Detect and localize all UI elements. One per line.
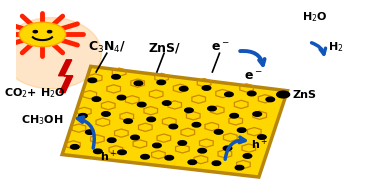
Circle shape: [225, 92, 233, 97]
Circle shape: [79, 114, 87, 118]
Circle shape: [134, 81, 143, 85]
Polygon shape: [62, 66, 288, 177]
Text: h$^+$: h$^+$: [251, 137, 269, 152]
Ellipse shape: [1, 18, 101, 89]
Circle shape: [253, 112, 261, 116]
Text: H$_2$O: H$_2$O: [301, 11, 327, 25]
Text: h$^+$: h$^+$: [100, 149, 117, 164]
Text: CO$_2$+ H$_2$O: CO$_2$+ H$_2$O: [4, 87, 66, 101]
Circle shape: [208, 106, 216, 111]
Circle shape: [198, 149, 206, 153]
Circle shape: [212, 161, 221, 165]
Text: CH$_3$OH: CH$_3$OH: [21, 113, 64, 127]
Text: e$^-$: e$^-$: [211, 40, 230, 53]
Circle shape: [153, 143, 161, 148]
Circle shape: [118, 150, 126, 155]
Circle shape: [102, 112, 110, 116]
Text: C$_3$N$_4$/: C$_3$N$_4$/: [88, 40, 126, 55]
Circle shape: [71, 145, 79, 149]
Circle shape: [180, 87, 188, 91]
Circle shape: [141, 155, 149, 159]
Circle shape: [235, 165, 244, 170]
Circle shape: [147, 117, 156, 122]
Circle shape: [86, 130, 94, 134]
Circle shape: [131, 135, 140, 140]
Circle shape: [165, 156, 174, 160]
Circle shape: [214, 130, 223, 134]
Circle shape: [185, 108, 193, 112]
Circle shape: [266, 97, 275, 102]
Text: H$_2$: H$_2$: [328, 40, 344, 53]
Circle shape: [107, 138, 116, 143]
Circle shape: [230, 113, 239, 118]
Text: e$^-$: e$^-$: [244, 70, 263, 83]
Circle shape: [124, 119, 132, 123]
Text: ZnS: ZnS: [293, 90, 317, 99]
Polygon shape: [59, 60, 73, 93]
Circle shape: [192, 122, 201, 127]
Circle shape: [112, 74, 120, 79]
Circle shape: [92, 97, 101, 101]
Circle shape: [169, 124, 178, 129]
Circle shape: [47, 31, 52, 33]
Circle shape: [277, 91, 289, 98]
Circle shape: [137, 102, 146, 107]
Circle shape: [202, 86, 211, 90]
Circle shape: [117, 95, 126, 100]
Circle shape: [94, 149, 102, 154]
Circle shape: [157, 80, 166, 85]
Circle shape: [33, 31, 37, 33]
Circle shape: [237, 128, 246, 132]
Circle shape: [162, 101, 171, 105]
Circle shape: [188, 160, 197, 164]
Circle shape: [19, 22, 66, 47]
Circle shape: [258, 135, 266, 139]
Circle shape: [88, 78, 96, 83]
Circle shape: [243, 154, 252, 158]
Circle shape: [178, 141, 187, 145]
Circle shape: [223, 146, 232, 150]
Text: ZnS/: ZnS/: [148, 41, 180, 54]
Circle shape: [248, 91, 256, 96]
